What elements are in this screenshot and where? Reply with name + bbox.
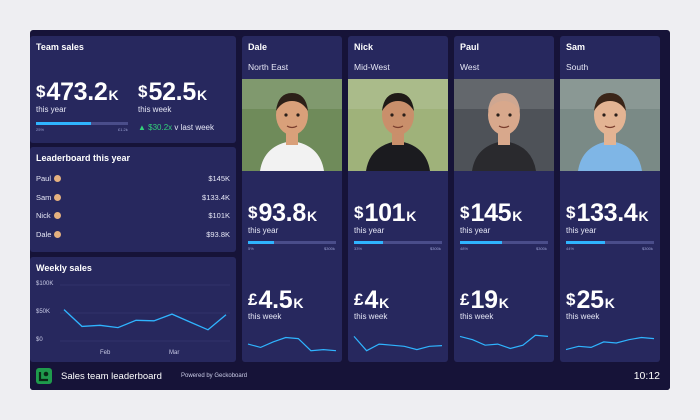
delta-value: $30.2x (148, 123, 173, 132)
person-tile-dale: Dale North East $93.8K this year 5% $300k £4.5… (242, 36, 342, 362)
person-value: $101K (208, 211, 230, 220)
leaderboard-tile: Leaderboard this year Paul $145K Sam $13… (30, 147, 236, 252)
person-year-total: $133.4K (566, 199, 649, 227)
person-name: Sam (566, 42, 586, 52)
person-week-sparkline (565, 336, 655, 351)
person-year-label: this year (354, 226, 385, 235)
avatar-icon (54, 194, 62, 201)
person-photo (242, 79, 342, 171)
progress-tick-start: 33% (354, 246, 363, 251)
person-year-label: this year (248, 226, 279, 235)
y-tick-label: $50K (36, 309, 51, 315)
leaderboard-row: Nick $101K (36, 209, 230, 223)
person-week-label: this week (566, 312, 600, 321)
person-tile-nick: Nick Mid-West $101K this year 33% $300k £4K thi… (348, 36, 448, 362)
tile-title: Weekly sales (36, 263, 92, 273)
person-year-progress (248, 241, 336, 244)
person-region: Mid-West (354, 62, 390, 72)
person-region: South (566, 62, 589, 72)
person-value: $93.8K (206, 230, 230, 239)
person-photo (348, 79, 448, 171)
leaderboard-row: Dale $93.8K (36, 228, 230, 242)
x-tick-label: Mar (169, 350, 180, 356)
team-week-label: this week (138, 105, 172, 114)
person-value: $133.4K (202, 193, 230, 202)
up-arrow-icon: ▲ (138, 123, 146, 132)
progress-tick-start: 44% (566, 246, 575, 251)
progress-tick-end: $300k (642, 246, 653, 251)
leaderboard-row: Paul $145K (36, 172, 230, 186)
person-tile-sam: Sam South $133.4K this year 44% $300k $25K this… (560, 36, 660, 362)
progress-tick-start: 5% (248, 246, 254, 251)
person-week-sparkline (247, 336, 337, 352)
person-year-label: this year (460, 226, 491, 235)
y-tick-label: $100K (36, 281, 54, 287)
person-name: Dale (36, 230, 52, 239)
tile-title: Leaderboard this year (36, 153, 131, 163)
powered-by: Powered by Geckoboard (181, 373, 248, 379)
person-week-sparkline (353, 336, 443, 352)
person-week-total: £4K (354, 286, 390, 314)
person-week-label: this week (354, 312, 388, 321)
person-tile-paul: Paul West $145K this year 48% $300k £19K this w… (454, 36, 554, 362)
person-year-total: $145K (460, 199, 523, 227)
person-year-progress (566, 241, 654, 244)
weekly-sales-chart (60, 284, 230, 342)
person-name: Nick (36, 211, 51, 220)
team-year-progress (36, 122, 128, 125)
team-year-total: $473.2K (36, 78, 119, 106)
person-year-total: $93.8K (248, 199, 318, 227)
person-name: Dale (248, 42, 268, 52)
person-photo (454, 79, 554, 171)
person-year-progress (354, 241, 442, 244)
progress-tick-start: 25% (36, 127, 45, 132)
progress-fill (566, 241, 605, 244)
person-week-label: this week (248, 312, 282, 321)
progress-fill (460, 241, 503, 244)
progress-fill (354, 241, 384, 244)
x-tick-label: Feb (100, 350, 111, 356)
team-year-label: this year (36, 105, 67, 114)
person-week-label: this week (460, 312, 494, 321)
person-photo (560, 79, 660, 171)
person-name: Paul (36, 174, 52, 183)
person-week-total: £19K (460, 286, 509, 314)
progress-tick-end: £1.2k (118, 127, 128, 132)
dashboard-title: Sales team leaderboard (61, 371, 162, 382)
person-week-total: £4.5K (248, 286, 304, 314)
person-week-total: $25K (566, 286, 615, 314)
avatar-icon (54, 175, 62, 182)
person-region: North East (248, 62, 289, 72)
clock: 10:12 (633, 370, 660, 382)
progress-tick-end: $300k (324, 246, 335, 251)
person-week-sparkline (459, 334, 549, 350)
dashboard: Team sales $473.2K this year 25% £1.2k $… (30, 30, 670, 390)
progress-tick-end: $300k (430, 246, 441, 251)
progress-tick-start: 48% (460, 246, 469, 251)
person-year-label: this year (566, 226, 597, 235)
tile-title: Team sales (36, 42, 84, 52)
person-name: Nick (354, 42, 374, 52)
avatar-icon (53, 212, 61, 219)
weekly-sales-line (63, 309, 227, 331)
person-year-progress (460, 241, 548, 244)
person-name: Sam (36, 193, 52, 202)
person-year-total: $101K (354, 199, 417, 227)
person-region: West (460, 62, 480, 72)
progress-tick-end: $300k (536, 246, 547, 251)
footer-bar: Sales team leaderboard Powered by Geckob… (30, 363, 670, 390)
week-delta: ▲ $30.2x v last week (138, 123, 214, 132)
team-sales-tile: Team sales $473.2K this year 25% £1.2k $… (30, 36, 236, 143)
person-value: $145K (208, 174, 230, 183)
team-week-total: $52.5K (138, 78, 208, 106)
avatar-icon (54, 231, 62, 238)
person-name: Paul (460, 42, 480, 52)
leaderboard-row: Sam $133.4K (36, 191, 230, 205)
y-tick-label: $0 (36, 337, 43, 343)
progress-fill (248, 241, 275, 244)
weekly-sales-tile: Weekly sales $100K $50K $0 Feb Mar (30, 257, 236, 362)
delta-text: v last week (174, 123, 214, 132)
geckoboard-logo-icon (36, 368, 52, 384)
